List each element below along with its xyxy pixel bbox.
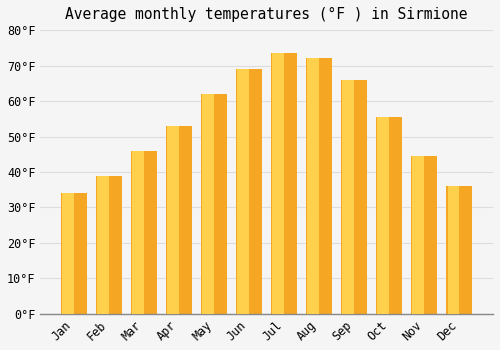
- Bar: [411, 156, 438, 314]
- Bar: [132, 151, 144, 314]
- Bar: [96, 176, 122, 314]
- Bar: [306, 58, 332, 314]
- Bar: [168, 126, 179, 314]
- Bar: [342, 80, 354, 314]
- Bar: [131, 151, 157, 314]
- Bar: [271, 53, 297, 314]
- Bar: [272, 53, 284, 314]
- Bar: [61, 193, 87, 314]
- Bar: [201, 94, 228, 314]
- Bar: [97, 176, 109, 314]
- Bar: [236, 69, 262, 314]
- Bar: [446, 186, 472, 314]
- Bar: [448, 186, 460, 314]
- Bar: [166, 126, 192, 314]
- Bar: [62, 193, 74, 314]
- Bar: [308, 58, 319, 314]
- Bar: [341, 80, 367, 314]
- Bar: [412, 156, 424, 314]
- Title: Average monthly temperatures (°F ) in Sirmione: Average monthly temperatures (°F ) in Si…: [66, 7, 468, 22]
- Bar: [202, 94, 214, 314]
- Bar: [378, 117, 390, 314]
- Bar: [238, 69, 249, 314]
- Bar: [376, 117, 402, 314]
